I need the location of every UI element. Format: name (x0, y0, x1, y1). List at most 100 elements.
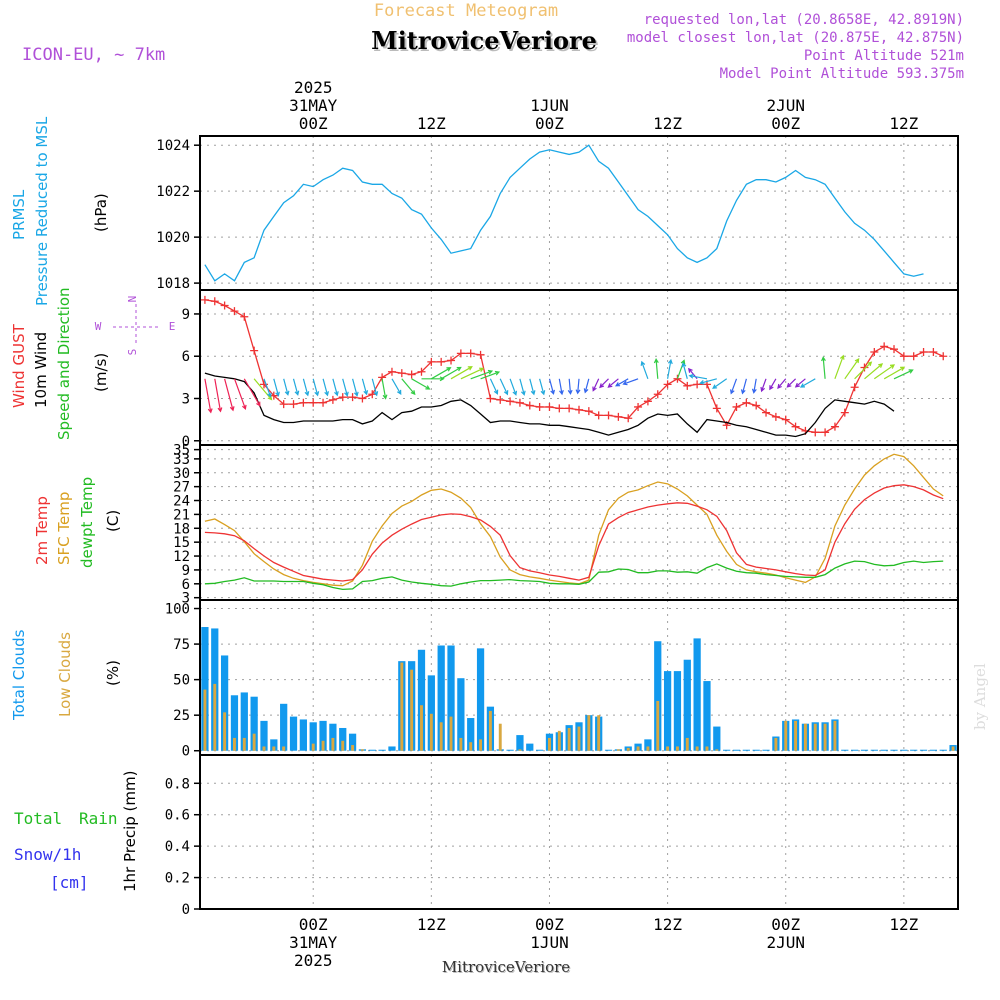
wind-arrow (558, 378, 564, 396)
gust-marker (200, 295, 209, 304)
wind-arrow (273, 378, 280, 397)
compass-rose: N W E S (95, 296, 176, 356)
top-time-label: 12Z (417, 114, 446, 133)
low-cloud-bar (479, 739, 483, 751)
total-cloud-bar (270, 739, 278, 751)
temperature-ytick-label: 35 (173, 443, 190, 459)
total-cloud-bar (506, 749, 514, 751)
low-cloud-bar (813, 723, 817, 751)
total-cloud-bar (201, 627, 209, 751)
wind-arrow (529, 378, 536, 396)
gust-marker (476, 350, 485, 359)
low-cloud-bar (548, 737, 551, 751)
gust-marker (830, 422, 839, 431)
wind-arrow (864, 363, 884, 380)
low-cloud-bar (636, 746, 640, 751)
gust-marker (545, 402, 554, 411)
low-clouds-label: Low Clouds (56, 632, 74, 717)
location-title: MitroviceVeriore (373, 28, 599, 57)
low-cloud-bar (203, 689, 207, 751)
precip-ytick-label: 0.6 (165, 808, 190, 824)
clouds-ytick-label: 75 (173, 637, 190, 653)
precip-panel: 0 0.2 0.4 0.6 0.8 (165, 754, 959, 918)
temperature-ytick-label: 24 (173, 494, 190, 510)
gust-marker (771, 412, 780, 421)
gust-marker (250, 346, 259, 355)
gust-marker (535, 402, 544, 411)
gust-marker (407, 370, 416, 379)
total-cloud-bar (447, 645, 455, 751)
wind-arrow (751, 378, 757, 394)
gust-marker (515, 398, 524, 407)
total-cloud-bar (851, 749, 859, 751)
product-title: Forecast Meteogram (374, 1, 558, 21)
bottom-time-label: 12Z (417, 915, 446, 934)
gust-marker (693, 380, 702, 389)
model-altitude: Model Point Altitude 593.375m (720, 66, 964, 82)
total-clouds-label: Total Clouds (10, 629, 28, 721)
low-cloud-bar (823, 723, 827, 751)
wind-arrow (794, 378, 806, 388)
low-cloud-bar (695, 746, 699, 751)
gust-marker (850, 383, 859, 392)
wind-arrow (489, 378, 499, 395)
wind-arrow (681, 362, 688, 379)
wind-arrow (883, 366, 906, 380)
wind-arrow (653, 358, 659, 379)
wind-arrow (322, 378, 329, 397)
pressure-unit: (hPa) (92, 193, 110, 232)
top-time-label: 2025 (294, 78, 333, 97)
total-cloud-bar (929, 749, 938, 751)
low-cloud-bar (252, 733, 256, 751)
top-time-label: 12Z (653, 114, 682, 133)
wind-arrow (499, 378, 509, 396)
total-cloud-bar (860, 749, 869, 751)
temperature-ytick-label: 9 (182, 563, 190, 579)
wind-arrow (769, 378, 777, 391)
gust-marker (496, 395, 505, 404)
bottom-time-label: 31MAY (289, 933, 338, 952)
precip-unit: 1hr Precip (mm) (121, 771, 139, 892)
gust-marker (447, 356, 456, 365)
bottom-time-label: 00Z (771, 915, 800, 934)
low-cloud-bar (784, 720, 788, 751)
temperature-ytick-label: 27 (173, 480, 190, 496)
low-cloud-bar (646, 746, 650, 751)
low-cloud-bar (597, 715, 601, 751)
wind-arrow (401, 378, 416, 396)
low-cloud-bar (488, 710, 492, 751)
sfc-label: SFC Temp (55, 492, 73, 565)
gust-marker (821, 428, 830, 437)
low-cloud-bar (223, 712, 227, 751)
wind-arrow (233, 378, 247, 410)
gust-marker (466, 349, 475, 358)
gust-marker (781, 415, 790, 424)
low-cloud-bar (666, 746, 670, 751)
low-cloud-bar (311, 743, 315, 751)
wind-arrow (283, 378, 290, 396)
wind-arrow (760, 378, 767, 393)
gust-marker (899, 352, 908, 361)
wind-arrow (786, 378, 797, 388)
wind-arrow (332, 378, 339, 397)
wind-arrow (854, 361, 873, 380)
top-time-label: 2JUN (766, 96, 805, 115)
total-cloud-bar (683, 659, 691, 751)
low-cloud-bar (518, 749, 522, 751)
bottom-time-label: 2JUN (766, 933, 805, 952)
bottom-time-label: 00Z (535, 915, 564, 934)
low-cloud-bar (213, 683, 217, 751)
point-altitude: Point Altitude 521m (804, 48, 964, 64)
gust-marker (811, 428, 820, 437)
wind-arrow (667, 358, 673, 379)
low-cloud-bar (774, 737, 778, 751)
total-cloud-bar (654, 641, 662, 751)
precip-ytick-label: 0.2 (165, 871, 190, 887)
wind-arrow (204, 378, 213, 414)
wind-arrow (361, 378, 369, 396)
gust-marker (240, 312, 249, 321)
low-cloud-bar (242, 737, 246, 751)
low-cloud-bar (675, 746, 679, 751)
low-cloud-bar (616, 749, 620, 751)
